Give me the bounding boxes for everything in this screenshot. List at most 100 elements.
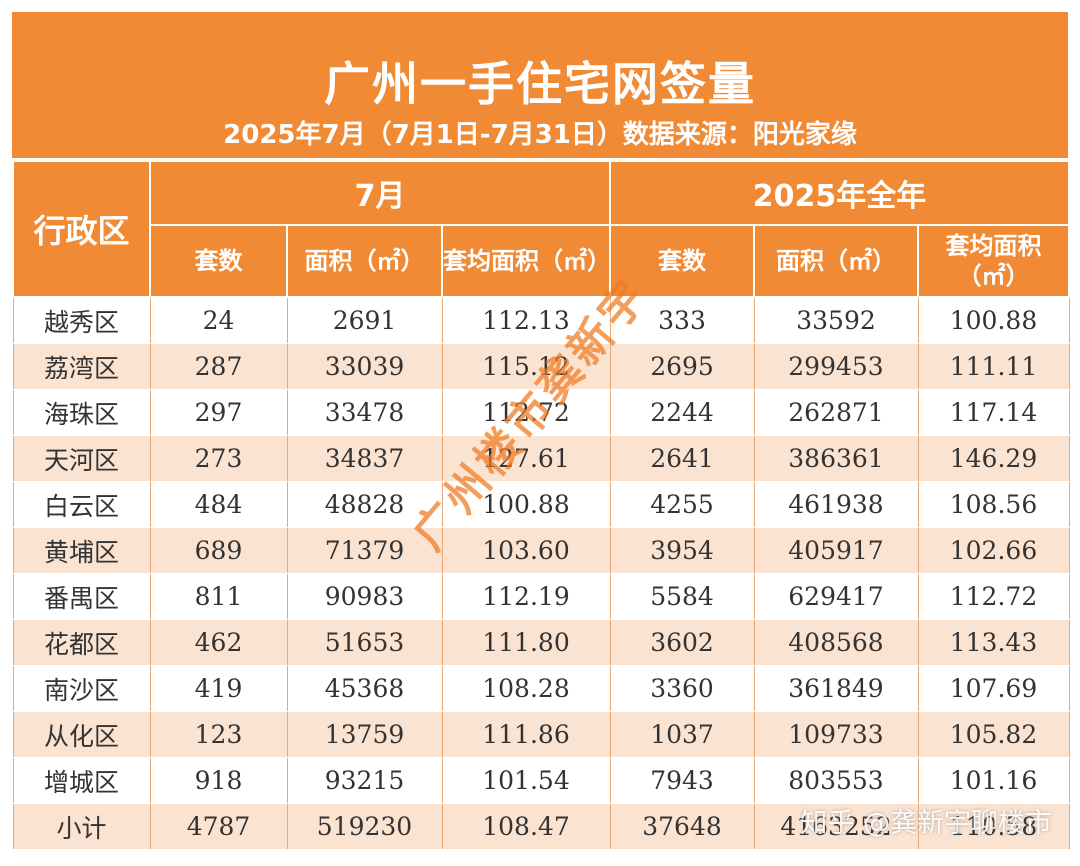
region-cell: 越秀区 — [12, 296, 151, 344]
header-col-avg-area: 套均面积（㎡） — [441, 224, 611, 298]
header-group-july: 7月 — [149, 160, 611, 226]
table-cell: 408568 — [753, 619, 919, 666]
table-cell: 287 — [149, 343, 288, 390]
table-cell: 33478 — [286, 389, 443, 436]
title-banner: 广州一手住宅网签量 2025年7月（7月1日-7月31日）数据来源：阳光家缘 — [12, 12, 1068, 158]
table-cell: 51653 — [286, 619, 443, 666]
table-cell: 918 — [149, 757, 288, 804]
table-row: 黄埔区 689 71379 103.60 3954 405917 102.66 — [12, 527, 1070, 574]
table-row: 番禺区 811 90983 112.19 5584 629417 112.72 — [12, 573, 1070, 620]
region-cell: 天河区 — [12, 435, 151, 482]
table-row: 花都区 462 51653 111.80 3602 408568 113.43 — [12, 619, 1070, 666]
table-cell: 37648 — [609, 803, 755, 850]
table-cell: 2244 — [609, 389, 755, 436]
table-cell: 462 — [149, 619, 288, 666]
table-cell: 112.19 — [441, 573, 611, 620]
table-cell: 115.12 — [441, 343, 611, 390]
table-cell: 127.61 — [441, 435, 611, 482]
table-cell: 111.11 — [917, 343, 1070, 390]
table-cell: 146.29 — [917, 435, 1070, 482]
table-cell: 112.72 — [441, 389, 611, 436]
table-cell: 33039 — [286, 343, 443, 390]
table-cell: 461938 — [753, 481, 919, 528]
table-cell: 333 — [609, 296, 755, 344]
table-cell: 100.88 — [441, 481, 611, 528]
header-col-area: 面积（㎡） — [753, 224, 919, 298]
table-cell: 108.47 — [441, 803, 611, 850]
table-cell: 101.16 — [917, 757, 1070, 804]
table-cell: 100.88 — [917, 296, 1070, 344]
table-cell: 811 — [149, 573, 288, 620]
region-cell: 花都区 — [12, 619, 151, 666]
header-region: 行政区 — [12, 160, 151, 298]
table-row: 白云区 484 48828 100.88 4255 461938 108.56 — [12, 481, 1070, 528]
table-cell: 24 — [149, 296, 288, 344]
table-row: 天河区 273 34837 127.61 2641 386361 146.29 — [12, 435, 1070, 482]
table-row: 从化区 123 13759 111.86 1037 109733 105.82 — [12, 711, 1070, 758]
header-col-units: 套数 — [609, 224, 755, 298]
table-cell: 297 — [149, 389, 288, 436]
table-cell: 101.54 — [441, 757, 611, 804]
table-cell: 386361 — [753, 435, 919, 482]
sales-table: 行政区 7月 2025年全年 套数 面积（㎡） 套均面积（㎡） 套数 面积（㎡）… — [12, 160, 1070, 850]
table-cell: 13759 — [286, 711, 443, 758]
table-row: 海珠区 297 33478 112.72 2244 262871 117.14 — [12, 389, 1070, 436]
region-cell: 小计 — [12, 803, 151, 850]
table-cell: 102.66 — [917, 527, 1070, 574]
page-title: 广州一手住宅网签量 — [324, 57, 756, 111]
header-col-avg-area: 套均面积（㎡） — [917, 224, 1070, 298]
table-row: 荔湾区 287 33039 115.12 2695 299453 111.11 — [12, 343, 1070, 390]
table-cell: 273 — [149, 435, 288, 482]
table-cell: 111.86 — [441, 711, 611, 758]
table-cell: 71379 — [286, 527, 443, 574]
table-cell: 419 — [149, 665, 288, 712]
table-cell: 107.69 — [917, 665, 1070, 712]
table-cell: 48828 — [286, 481, 443, 528]
table-cell: 4255 — [609, 481, 755, 528]
table-cell: 3602 — [609, 619, 755, 666]
table-cell: 2641 — [609, 435, 755, 482]
table-cell: 5584 — [609, 573, 755, 620]
table-cell: 112.13 — [441, 296, 611, 344]
region-cell: 增城区 — [12, 757, 151, 804]
table-row: 越秀区 24 2691 112.13 333 33592 100.88 — [12, 296, 1070, 344]
table-cell: 108.28 — [441, 665, 611, 712]
credit-watermark: 知乎 @龚新宇聊楼市 — [800, 808, 1052, 839]
header-group-year: 2025年全年 — [609, 160, 1070, 226]
table-cell: 7943 — [609, 757, 755, 804]
table-cell: 3954 — [609, 527, 755, 574]
table-row: 小计 4787 519230 108.47 37648 4163252 110.58 — [12, 803, 1070, 850]
page-subtitle: 2025年7月（7月1日-7月31日）数据来源：阳光家缘 — [223, 120, 857, 150]
table-cell: 117.14 — [917, 389, 1070, 436]
table-cell: 103.60 — [441, 527, 611, 574]
table-cell: 1037 — [609, 711, 755, 758]
table-body: 越秀区 24 2691 112.13 333 33592 100.88 荔湾区 287 33039… — [12, 296, 1070, 850]
table-row: 南沙区 419 45368 108.28 3360 361849 107.69 — [12, 665, 1070, 712]
region-cell: 南沙区 — [12, 665, 151, 712]
table-cell: 689 — [149, 527, 288, 574]
region-cell: 荔湾区 — [12, 343, 151, 390]
table-cell: 108.56 — [917, 481, 1070, 528]
table-cell: 361849 — [753, 665, 919, 712]
table-cell: 262871 — [753, 389, 919, 436]
region-cell: 白云区 — [12, 481, 151, 528]
table-cell: 405917 — [753, 527, 919, 574]
table-row: 增城区 918 93215 101.54 7943 803553 101.16 — [12, 757, 1070, 804]
table-cell: 2691 — [286, 296, 443, 344]
table-cell: 34837 — [286, 435, 443, 482]
table-cell: 90983 — [286, 573, 443, 620]
table-cell: 33592 — [753, 296, 919, 344]
table-cell: 123 — [149, 711, 288, 758]
table-cell: 111.80 — [441, 619, 611, 666]
table-cell: 484 — [149, 481, 288, 528]
table-cell: 4787 — [149, 803, 288, 850]
table-cell: 93215 — [286, 757, 443, 804]
region-cell: 海珠区 — [12, 389, 151, 436]
table-cell: 629417 — [753, 573, 919, 620]
table-cell: 3360 — [609, 665, 755, 712]
table-cell: 519230 — [286, 803, 443, 850]
region-cell: 黄埔区 — [12, 527, 151, 574]
table-cell: 110.58 — [917, 803, 1070, 850]
header-col-units: 套数 — [149, 224, 288, 298]
